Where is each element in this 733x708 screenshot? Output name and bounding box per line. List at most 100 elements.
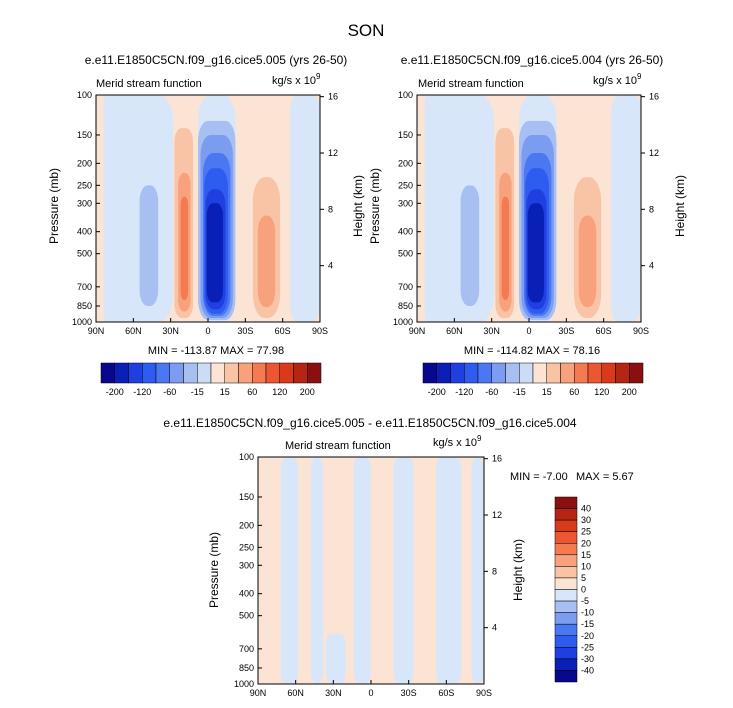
y-tick-label: 250 [77, 180, 92, 190]
y-right-tick-label: 16 [649, 92, 659, 102]
y-right-tick-label: 16 [328, 92, 338, 102]
x-tick-label: 30S [237, 326, 253, 336]
y-tick-label: 200 [239, 520, 254, 530]
colorbar-swatch [554, 589, 578, 602]
y-right-tick-label: 12 [649, 148, 659, 158]
y-right-tick-label: 8 [492, 566, 497, 576]
panel-1-ylabel-right: Height (km) [351, 175, 365, 237]
contour-pos3-sh [578, 215, 597, 308]
colorbar-label: -5 [581, 596, 589, 606]
colorbar-label: -60 [485, 387, 498, 397]
panel-2-ylabel-right: Height (km) [673, 175, 687, 237]
colorbar-swatch [491, 362, 506, 384]
contour-neg-strip-0 [280, 457, 299, 684]
colorbar-label: 120 [594, 387, 609, 397]
colorbar-swatch [422, 362, 437, 384]
colorbar-swatch [629, 362, 644, 384]
colorbar-label: 30 [581, 515, 591, 525]
plot-area-2: 90N 60N 30N 0 30S 60S 90S 100 150 200 250 300 400 500… [393, 90, 659, 336]
panel-diff: e.e11.E1850C5CN.f09_g16.cice5.005 - e.e1… [163, 416, 633, 608]
colorbar-label: 25 [581, 527, 591, 537]
contour-neg2-nh [139, 185, 159, 306]
panel-2-field-label: Merid stream function [418, 78, 524, 90]
panel-diff-stats-max: MAX = 5.67 [576, 471, 634, 483]
colorbar-swatch [574, 362, 589, 384]
y-tick-label: 250 [239, 542, 254, 552]
contour-neg1-pole [103, 95, 121, 322]
colorbar-swatch [519, 362, 534, 384]
colorbar-swatch [464, 362, 479, 384]
y-tick-label: 150 [239, 492, 254, 502]
colorbar-label: -120 [133, 387, 151, 397]
colorbar-swatch [477, 362, 492, 384]
x-tick-label: 0 [205, 326, 210, 336]
x-tick-label: 60N [446, 326, 463, 336]
y-right-tick-label: 4 [649, 261, 654, 271]
colorbar-label: 200 [300, 387, 315, 397]
colorbar-swatch [183, 362, 198, 384]
plot-areas: 90N 60N 30N 0 30S 60S 90S100150200250300400500… [72, 90, 659, 698]
y-tick-label: 100 [77, 90, 92, 100]
colorbar-swatch [505, 362, 520, 384]
colorbar-swatch [554, 647, 578, 660]
contour-neg7-main [206, 203, 223, 303]
y-tick-label: 400 [77, 227, 92, 237]
panel-diff-field-label: Merid stream function [285, 440, 391, 452]
panel-1-ylabel: Pressure (mb) [47, 168, 61, 244]
y-tick-label: 1000 [72, 317, 92, 327]
colorbar-swatch [224, 362, 239, 384]
x-tick-label: 30N [483, 326, 500, 336]
y-tick-label: 100 [239, 452, 254, 462]
x-tick-label: 90N [250, 688, 267, 698]
y-right-tick-label: 12 [492, 510, 502, 520]
colorbar-label: -40 [581, 665, 594, 675]
contour-neg-strip-3 [393, 457, 414, 684]
colorbar-label: 40 [581, 504, 591, 514]
panel-2-ylabel: Pressure (mb) [368, 168, 382, 244]
y-right-tick-label: 12 [328, 148, 338, 158]
colorbar-swatch [210, 362, 225, 384]
y-right-tick-label: 8 [649, 204, 654, 214]
colorbar-swatch [114, 362, 129, 384]
colorbar-label: 15 [542, 387, 552, 397]
colorbar-swatch [197, 362, 212, 384]
colorbar-swatch [554, 600, 578, 613]
colorbar-swatch [128, 362, 143, 384]
y-tick-label: 1000 [234, 679, 254, 689]
colorbar-swatch [554, 519, 578, 532]
colorbar-swatch [587, 362, 602, 384]
colorbar-swatch [554, 670, 578, 683]
contour-neg-strip-5 [471, 457, 484, 684]
panel-2-title: e.e11.E1850C5CN.f09_g16.cice5.004 (yrs 2… [401, 53, 664, 67]
y-tick-label: 1000 [393, 317, 413, 327]
y-tick-label: 150 [77, 130, 92, 140]
colorbar-swatch [307, 362, 322, 384]
colorbar-label: -120 [455, 387, 473, 397]
panel-1-field-label: Merid stream function [96, 78, 202, 90]
panel-2: e.e11.E1850C5CN.f09_g16.cice5.004 (yrs 2… [368, 53, 687, 357]
colorbar-label: 15 [581, 550, 591, 560]
colorbar-label: 15 [220, 387, 230, 397]
panel-1: e.e11.E1850C5CN.f09_g16.cice5.005 (yrs 2… [47, 53, 365, 357]
colorbar-label: -15 [581, 619, 594, 629]
x-tick-label: 60N [125, 326, 142, 336]
colorbar-swatch [554, 577, 578, 590]
colorbar-label: -10 [581, 608, 594, 618]
y-right-tick-label: 4 [492, 623, 497, 633]
colorbar-label: 10 [581, 561, 591, 571]
colorbar-label: 0 [581, 585, 586, 595]
colorbar-swatch [560, 362, 575, 384]
plot-area-1: 90N 60N 30N 0 30S 60S 90S 100 150 200 250 300 400 500… [72, 90, 338, 336]
contour-neg2-nh [460, 185, 480, 306]
colorbar-swatch [554, 566, 578, 579]
colorbar-label: -20 [581, 631, 594, 641]
colorbar-swatch [279, 362, 294, 384]
panel-diff-ylabel-right: Height (km) [511, 539, 525, 601]
colorbar-label: -15 [191, 387, 204, 397]
y-tick-label: 850 [398, 301, 413, 311]
x-tick-label: 60N [287, 688, 304, 698]
colorbar-swatch [169, 362, 184, 384]
colorbar-label: 60 [247, 387, 257, 397]
y-tick-label: 400 [239, 589, 254, 599]
